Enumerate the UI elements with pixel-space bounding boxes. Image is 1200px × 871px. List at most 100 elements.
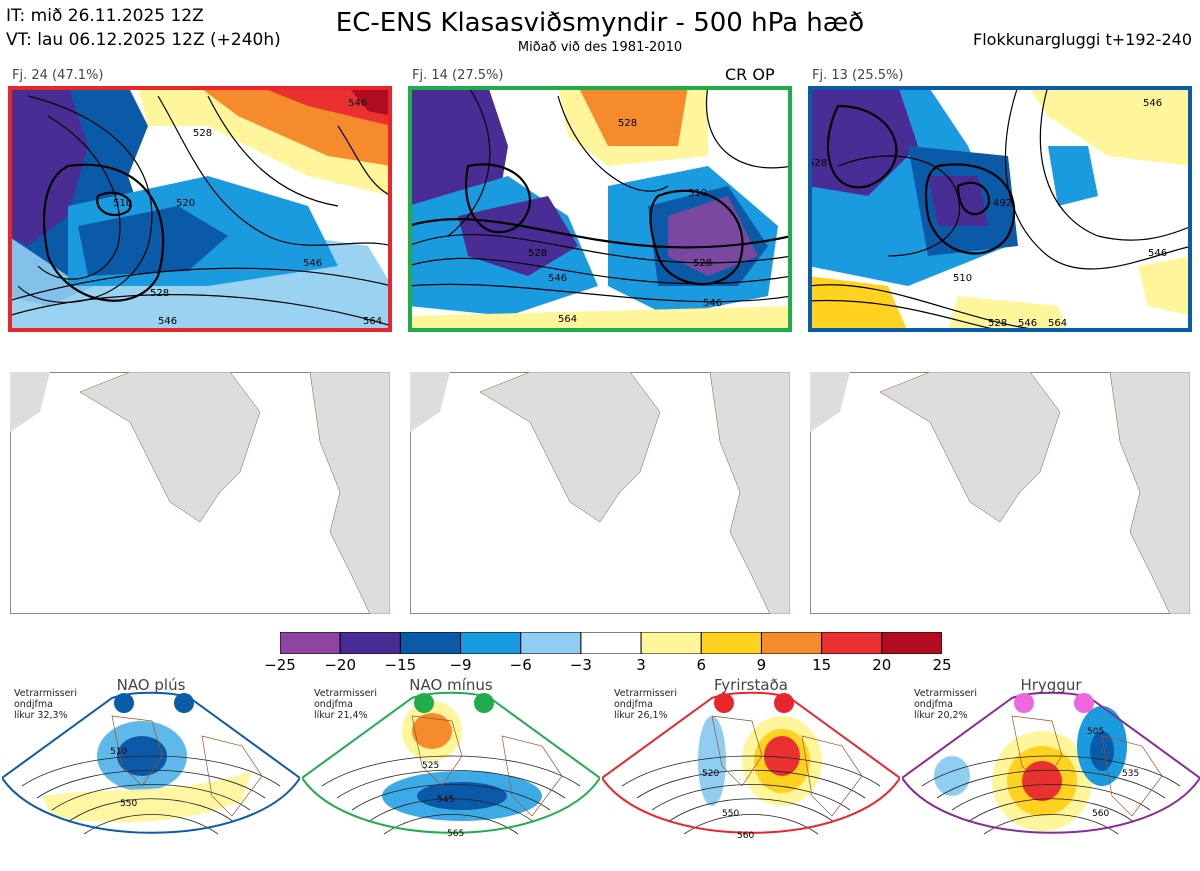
- colorbar-tick-label: 25: [932, 656, 952, 674]
- colorbar: [280, 632, 942, 654]
- regime-marker-dot: [714, 693, 734, 713]
- regime-map: 525 545 565: [302, 691, 600, 839]
- colorbar-tick-label: −15: [384, 656, 417, 674]
- regime-marker-dot: [414, 693, 434, 713]
- colorbar-swatch: [700, 632, 762, 654]
- regime-contour-label: 550: [722, 809, 739, 819]
- landmap-1: [10, 372, 390, 614]
- contour-label: 546: [1018, 318, 1037, 329]
- colorbar-tick-label: 9: [756, 656, 767, 674]
- colorbar-tick-label: −20: [324, 656, 356, 674]
- regime-contour-label: 565: [447, 829, 464, 839]
- regime-marker-dot: [774, 693, 794, 713]
- colorbar-tick-label: −3: [569, 656, 592, 674]
- regime-stat-line: Vetrarmisseri: [314, 688, 377, 699]
- contour-label: 510: [688, 188, 707, 199]
- cluster-3-label: Fj. 13 (25.5%): [812, 68, 904, 83]
- cluster-map-2[interactable]: 528 510 528 546 564 546 528: [408, 86, 792, 332]
- colorbar-swatch: [520, 632, 582, 654]
- contour-label: 520: [176, 198, 195, 209]
- regime-panel-nao-plus[interactable]: 510 550 NAO plús Vetrarmisseri ondjfma líkur …: [2, 676, 300, 868]
- header-times: IT: mið 26.11.2025 12Z VT: lau 06.12.202…: [6, 4, 281, 52]
- cluster-2-label: Fj. 14 (27.5%): [412, 68, 504, 83]
- regime-contour-label: 525: [422, 761, 439, 771]
- colorbar-tick-label: −9: [449, 656, 472, 674]
- regime-contour-label: 520: [702, 769, 719, 779]
- colorbar-swatch: [760, 632, 823, 654]
- regime-stat-line: Vetrarmisseri: [914, 688, 977, 699]
- classification-window: Flokkunargluggi t+192-240: [973, 30, 1192, 49]
- regime-marker-dot: [174, 693, 194, 713]
- regime-title: NAO plús: [116, 676, 186, 694]
- colorbar-swatch: [881, 632, 942, 654]
- regime-probability: Vetrarmisseri ondjfma líkur 20,2%: [914, 688, 977, 721]
- contour-label: 546: [1148, 248, 1167, 259]
- contour-label: 528: [693, 258, 712, 269]
- regime-map: 510 550: [2, 691, 300, 835]
- colorbar-swatch: [339, 632, 401, 654]
- cluster-2-tag: CR OP: [725, 65, 775, 84]
- cluster-2-frame: [408, 86, 792, 332]
- cluster-3-frame: [808, 86, 1192, 332]
- contour-label: 528: [618, 118, 637, 129]
- regime-title: Hryggur: [1020, 676, 1082, 694]
- colorbar-labels: −25 −20 −15 −9 −6 −3 3 6 9 15 20 25: [260, 656, 962, 674]
- regime-contour-label: 560: [1092, 809, 1109, 819]
- regime-title: NAO mínus: [409, 676, 493, 694]
- colorbar-tick-label: 6: [696, 656, 707, 674]
- regime-contour-label: 545: [437, 795, 454, 805]
- cluster-map-3[interactable]: 492 510 528 546 528 546 564 546: [808, 86, 1192, 332]
- regime-stat-line: ondjfma: [314, 699, 353, 710]
- regime-probability: Vetrarmisseri ondjfma líkur 21,4%: [314, 688, 377, 721]
- colorbar-tick-label: 3: [636, 656, 646, 674]
- colorbar-swatch: [460, 632, 522, 654]
- regime-probability: Vetrarmisseri ondjfma líkur 26,1%: [614, 688, 677, 721]
- contour-label: 510: [953, 273, 972, 284]
- contour-label: 564: [1048, 318, 1067, 329]
- contour-label: 564: [363, 316, 382, 327]
- page-title: EC-ENS Klasasviðsmyndir - 500 hPa hæð: [335, 8, 865, 38]
- regime-map: 520 550 560: [602, 691, 900, 841]
- cluster-map-1[interactable]: 510 528 520 546 564 528 546 546: [8, 86, 392, 332]
- regime-title: Fyrirstaða: [714, 676, 788, 694]
- contour-label: 528: [193, 128, 212, 139]
- contour-label: 528: [528, 248, 547, 259]
- regime-panel-blocking[interactable]: 520 550 560 Fyrirstaða Vetrarmisseri ondjfma l…: [602, 676, 900, 868]
- colorbar-swatch: [399, 632, 462, 654]
- contour-label: 564: [558, 314, 577, 325]
- contour-label: 546: [1143, 98, 1162, 109]
- landmap-2: [410, 372, 790, 614]
- regime-probability: Vetrarmisseri ondjfma líkur 32,3%: [14, 688, 77, 721]
- landmap-3: [810, 372, 1190, 614]
- contour-label: 528: [808, 158, 827, 169]
- cluster-1-label: Fj. 24 (47.1%): [12, 68, 104, 83]
- colorbar-tick-label: −25: [264, 656, 296, 674]
- init-time: IT: mið 26.11.2025 12Z: [6, 6, 204, 26]
- regime-stat-line: ondjfma: [614, 699, 653, 710]
- contour-label: 528: [988, 318, 1007, 329]
- regime-panel-ridge[interactable]: 505 535 560 Hryggur Vetrarmisseri ondjfma líku…: [902, 676, 1200, 868]
- regime-stat-line: líkur 20,2%: [914, 710, 968, 721]
- contour-label: 510: [113, 198, 132, 209]
- contour-label: 546: [703, 298, 722, 309]
- regime-contour-label: 535: [1122, 769, 1139, 779]
- colorbar-swatch: [580, 632, 642, 654]
- regime-map: 505 535 560: [902, 691, 1200, 835]
- regime-stat-line: ondjfma: [914, 699, 953, 710]
- regime-stat-line: Vetrarmisseri: [614, 688, 677, 699]
- cluster-1-frame: [8, 86, 392, 332]
- contour-label: 546: [158, 316, 177, 327]
- regime-marker-dot: [1014, 693, 1034, 713]
- regime-stat-line: Vetrarmisseri: [14, 688, 77, 699]
- regime-contour-label: 505: [1087, 727, 1104, 737]
- contour-label: 546: [548, 273, 567, 284]
- page-subtitle: Miðað við des 1981-2010: [517, 40, 683, 55]
- regime-stat-line: ondjfma: [14, 699, 53, 710]
- regime-panel-nao-minus[interactable]: 525 545 565 NAO mínus Vetrarmisseri ondjfma lí…: [302, 676, 600, 868]
- regime-stat-line: líkur 21,4%: [314, 710, 368, 721]
- contour-label: 546: [303, 258, 322, 269]
- colorbar-swatch: [640, 632, 702, 654]
- contour-label: 546: [348, 98, 367, 109]
- regime-contour-label: 510: [110, 747, 127, 757]
- regime-marker-dot: [474, 693, 494, 713]
